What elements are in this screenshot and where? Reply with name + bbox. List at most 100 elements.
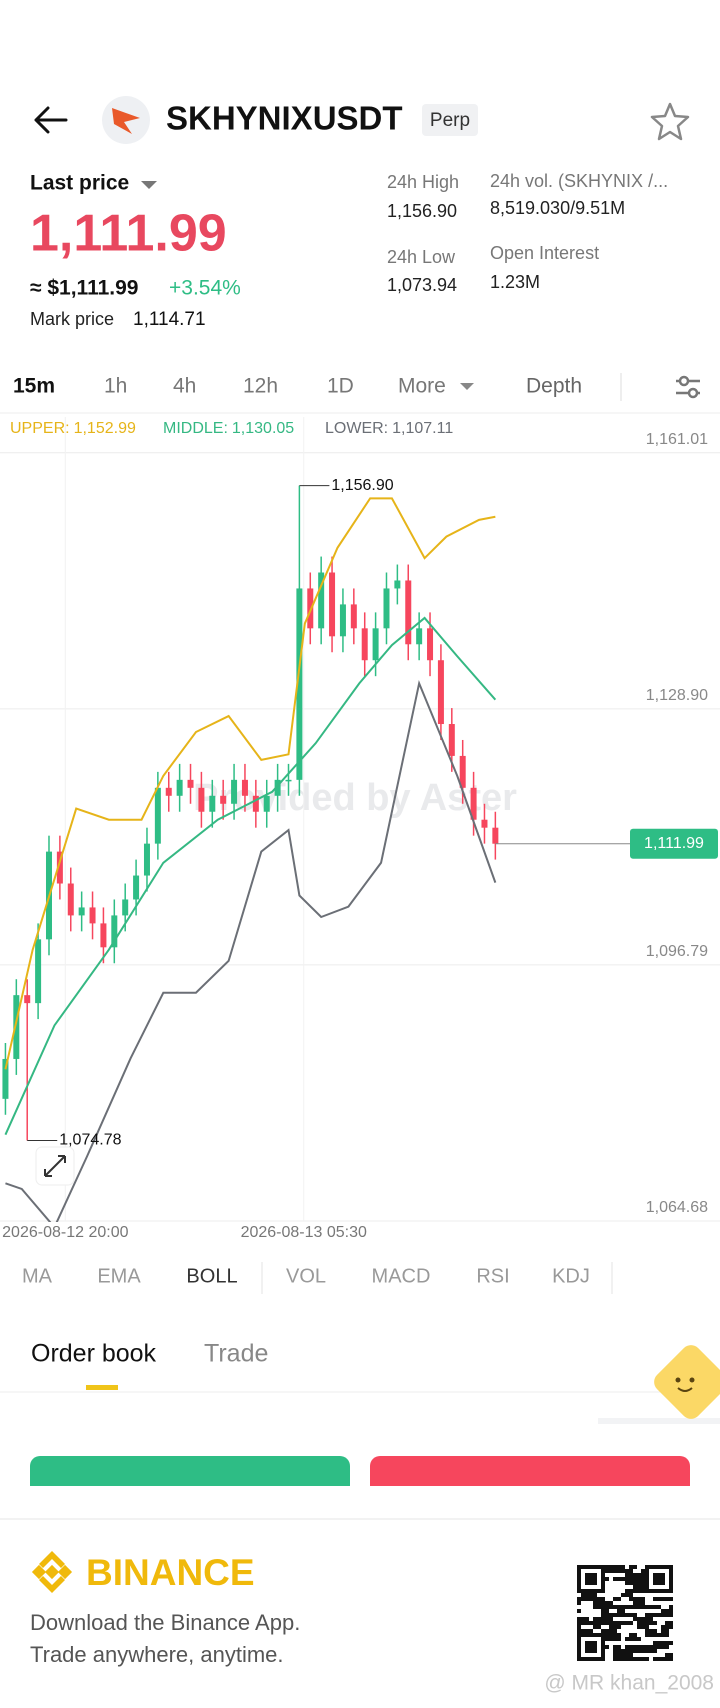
favorite-star[interactable] xyxy=(650,102,690,141)
qr-cell xyxy=(577,1597,581,1601)
trade-button[interactable] xyxy=(370,1456,690,1516)
qr-cell xyxy=(601,1609,605,1613)
candle-body xyxy=(481,819,488,828)
qr-cell xyxy=(601,1633,605,1637)
interval-tab[interactable]: More xyxy=(398,375,446,398)
interval-tab[interactable]: 12h xyxy=(243,375,278,398)
qr-cell xyxy=(617,1605,621,1609)
watermark: @ MR khan_2008 xyxy=(544,1672,714,1695)
qr-cell xyxy=(609,1601,613,1605)
qr-cell xyxy=(581,1597,585,1601)
qr-cell xyxy=(633,1617,637,1621)
qr-cell xyxy=(625,1637,629,1641)
qr-cell xyxy=(625,1645,629,1649)
qr-cell xyxy=(585,1581,589,1585)
book-tab[interactable]: Order book xyxy=(31,1340,157,1368)
qr-cell xyxy=(617,1565,621,1569)
badge-bg xyxy=(422,104,478,136)
qr-cell xyxy=(581,1657,585,1661)
qr-cell xyxy=(629,1637,633,1641)
indicator-tab[interactable]: KDJ xyxy=(552,1265,590,1287)
qr-cell xyxy=(653,1645,657,1649)
qr-cell xyxy=(665,1597,669,1601)
qr-cell xyxy=(577,1589,581,1593)
qr-cell xyxy=(613,1597,617,1601)
qr-cell xyxy=(625,1577,629,1581)
qr-cell xyxy=(625,1581,629,1585)
qr-cell xyxy=(585,1657,589,1661)
qr-cell xyxy=(665,1621,669,1625)
qr-cell xyxy=(593,1645,597,1649)
qr-cell xyxy=(605,1637,609,1641)
legend: UPPER: 1,152.99 MIDDLE: 1,130.05 LOWER: 1,107… xyxy=(10,420,453,437)
back-button[interactable] xyxy=(34,106,68,134)
qr-cell xyxy=(601,1597,605,1601)
interval-tab[interactable]: 1D xyxy=(327,375,354,398)
qr-cell xyxy=(613,1625,617,1629)
qr-cell xyxy=(653,1597,657,1601)
qr-cell xyxy=(577,1617,581,1621)
legend-entry: UPPER: 1,152.99 xyxy=(10,420,136,437)
candle-body xyxy=(35,939,42,1004)
candle-body xyxy=(274,779,281,796)
qr-cell xyxy=(605,1569,609,1573)
depth-tab[interactable]: Depth xyxy=(526,375,582,398)
qr-cell xyxy=(665,1633,669,1637)
interval-tab[interactable]: 1h xyxy=(104,375,127,398)
qr-cell xyxy=(625,1649,629,1653)
trade-button[interactable] xyxy=(30,1456,350,1516)
qr-cell xyxy=(637,1617,641,1621)
qr-cell xyxy=(657,1565,661,1569)
qr-cell xyxy=(617,1569,621,1573)
legend-entry: LOWER: 1,107.11 xyxy=(325,420,453,437)
qr-cell xyxy=(597,1621,601,1625)
qr-cell xyxy=(625,1593,629,1597)
qr-cell xyxy=(585,1577,589,1581)
qr-cell xyxy=(653,1633,657,1637)
candle-body xyxy=(361,628,368,661)
candle-body xyxy=(318,572,325,629)
qr-cell xyxy=(577,1629,581,1633)
qr-cell xyxy=(633,1605,637,1609)
qr-cell xyxy=(645,1613,649,1617)
symbol: SKHYNIXUSDT xyxy=(166,100,403,137)
qr-cell xyxy=(585,1565,589,1569)
last-price-label[interactable]: Last price xyxy=(30,172,129,195)
indicator-tab[interactable]: BOLL xyxy=(186,1265,237,1287)
qr-cell xyxy=(665,1653,669,1657)
qr-cell xyxy=(589,1621,593,1625)
last-price: 1,111.99 xyxy=(30,205,227,263)
qr-cell xyxy=(589,1593,593,1597)
qr-cell xyxy=(617,1577,621,1581)
qr-cell xyxy=(657,1605,661,1609)
qr-cell xyxy=(649,1621,653,1625)
interval-tab[interactable]: 4h xyxy=(173,375,196,398)
indicator-tab[interactable]: MA xyxy=(22,1265,53,1287)
indicator-tab[interactable]: RSI xyxy=(476,1265,509,1287)
qr-cell xyxy=(609,1569,613,1573)
qr-cell xyxy=(617,1657,621,1661)
qr-cell xyxy=(617,1633,621,1637)
interval-tab[interactable]: 15m xyxy=(13,375,55,398)
qr-cell xyxy=(661,1597,665,1601)
candle-body xyxy=(24,995,31,1004)
book-tab[interactable]: Trade xyxy=(204,1340,268,1368)
candle-body xyxy=(405,580,412,645)
qr-cell xyxy=(641,1589,645,1593)
qr-cell xyxy=(621,1605,625,1609)
qr-cell xyxy=(613,1633,617,1637)
qr-cell xyxy=(661,1613,665,1617)
qr-cell xyxy=(661,1609,665,1613)
qr-cell xyxy=(661,1589,665,1593)
indicator-tab[interactable]: VOL xyxy=(286,1265,326,1287)
settings-icon[interactable] xyxy=(676,375,700,399)
qr-cell xyxy=(641,1649,645,1653)
assistant-bubble[interactable] xyxy=(650,1341,720,1423)
indicator-tab[interactable]: EMA xyxy=(97,1265,141,1287)
indicator-tab[interactable]: MACD xyxy=(372,1265,431,1287)
qr-cell xyxy=(585,1617,589,1621)
qr-cell xyxy=(593,1565,597,1569)
qr-cell xyxy=(577,1641,581,1645)
